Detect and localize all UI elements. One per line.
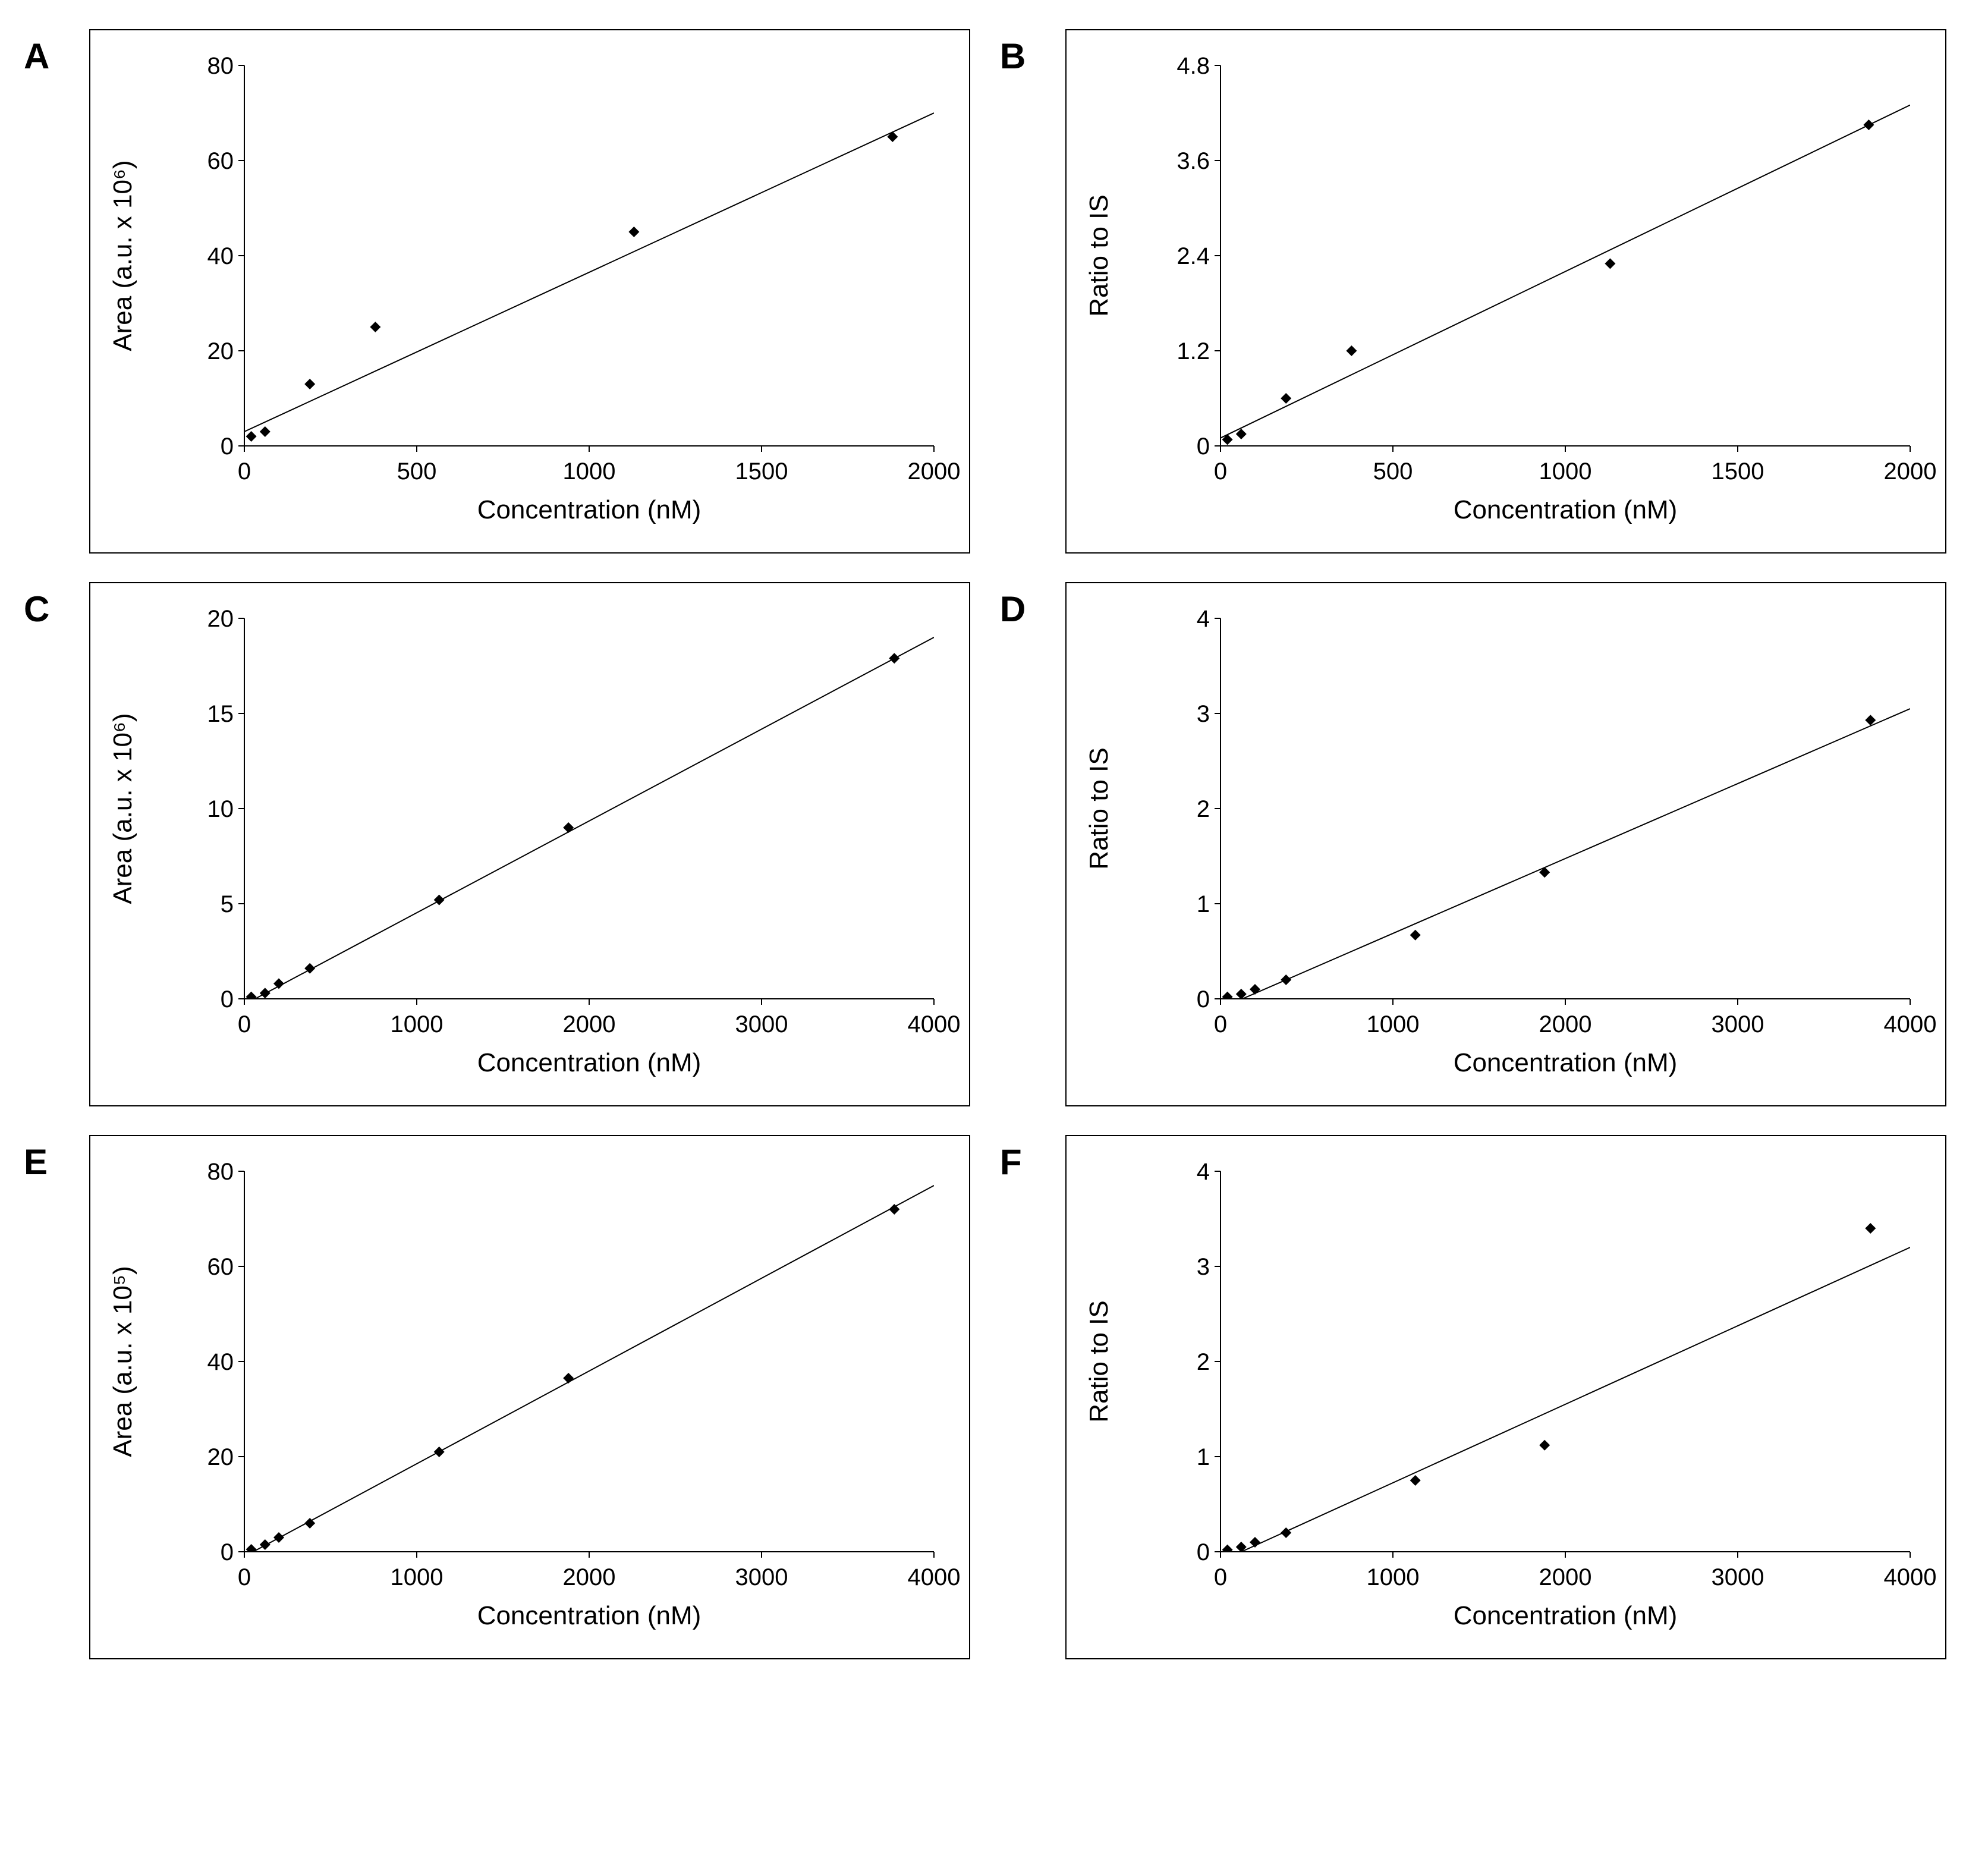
y-tick-label: 5	[221, 891, 234, 917]
y-tick-label: 3.6	[1177, 148, 1210, 174]
y-tick-label: 4.8	[1177, 53, 1210, 79]
x-tick-label: 4000	[1884, 1011, 1937, 1037]
x-axis-label: Concentration (nM)	[477, 495, 702, 524]
x-tick-label: 2000	[563, 1564, 616, 1590]
y-tick-label: 2.4	[1177, 243, 1210, 269]
chart-border	[1066, 583, 1946, 1106]
chart-border	[90, 30, 970, 553]
y-tick-label: 0	[221, 986, 234, 1013]
y-tick-label: 40	[207, 243, 234, 269]
chart-e: 0 1000 2000 3000 4000 0 20 40 60 80 Concentration …	[71, 1130, 988, 1665]
x-tick-label: 1000	[1367, 1011, 1420, 1037]
x-tick-label: 0	[1214, 1564, 1227, 1590]
y-tick-label: 3	[1197, 1254, 1210, 1280]
x-tick-label: 1000	[391, 1564, 443, 1590]
panel-label-e: E	[24, 1130, 59, 1665]
y-axis-label: Ratio to IS	[1084, 747, 1113, 869]
y-tick-label: 0	[1197, 986, 1210, 1013]
chart-border	[1066, 1136, 1946, 1659]
figure-grid: A0500100015002000020406080Concentration …	[0, 0, 1988, 1689]
panel-label-f: F	[1000, 1130, 1036, 1665]
y-tick-label: 2	[1197, 796, 1210, 822]
x-axis-label: Concentration (nM)	[1454, 495, 1678, 524]
y-axis-label: Area (a.u. x 10⁶)	[108, 160, 137, 351]
y-tick-label: 0	[1197, 433, 1210, 460]
y-tick-label: 1.2	[1177, 338, 1210, 364]
y-tick-label: 10	[207, 796, 234, 822]
chart-border	[1066, 30, 1946, 553]
x-tick-label: 1000	[1367, 1564, 1420, 1590]
y-tick-label: 15	[207, 701, 234, 727]
y-axis-label: Area (a.u. x 10⁶)	[108, 713, 137, 904]
chart-d: 0 1000 2000 3000 4000 0 1 2 3 4 Concentration (nM)…	[1048, 577, 1964, 1112]
panel-label-b: B	[1000, 24, 1036, 559]
x-tick-label: 2000	[1539, 1011, 1592, 1037]
x-tick-label: 0	[238, 1564, 251, 1590]
y-tick-label: 80	[207, 1159, 234, 1185]
x-tick-label: 0	[238, 458, 251, 485]
x-tick-label: 3000	[735, 1011, 788, 1037]
y-tick-label: 20	[207, 606, 234, 632]
chart-b: 0 500 1000 1500 2000 0 1.2 2.4 3.6 4.8 Concentrati…	[1048, 24, 1964, 559]
panel-label-c: C	[24, 577, 59, 1112]
y-tick-label: 2	[1197, 1349, 1210, 1375]
y-tick-label: 3	[1197, 701, 1210, 727]
x-tick-label: 2000	[1539, 1564, 1592, 1590]
x-axis-label: Concentration (nM)	[1454, 1048, 1678, 1077]
x-tick-label: 3000	[1712, 1564, 1764, 1590]
y-tick-label: 0	[221, 433, 234, 460]
x-tick-label: 0	[1214, 458, 1227, 485]
x-tick-label: 3000	[735, 1564, 788, 1590]
y-tick-label: 20	[207, 1444, 234, 1470]
panel-label-d: D	[1000, 577, 1036, 1112]
x-tick-label: 3000	[1712, 1011, 1764, 1037]
x-tick-label: 500	[1373, 458, 1413, 485]
x-tick-label: 1500	[735, 458, 788, 485]
x-tick-label: 0	[238, 1011, 251, 1037]
chart-border	[90, 583, 970, 1106]
x-tick-label: 500	[397, 458, 437, 485]
x-tick-label: 2000	[563, 1011, 616, 1037]
y-tick-label: 60	[207, 148, 234, 174]
x-tick-label: 1000	[563, 458, 616, 485]
y-tick-label: 0	[221, 1539, 234, 1565]
x-axis-label: Concentration (nM)	[1454, 1601, 1678, 1630]
y-axis-label: Ratio to IS	[1084, 1300, 1113, 1422]
y-axis-label: Area (a.u. x 10⁵)	[108, 1266, 137, 1457]
y-tick-label: 0	[1197, 1539, 1210, 1565]
x-axis-label: Concentration (nM)	[477, 1601, 702, 1630]
chart-a: 0 500 1000 1500 2000 0 20 40 60 80 Concentration (…	[71, 24, 988, 559]
y-tick-label: 4	[1197, 606, 1210, 632]
y-tick-label: 40	[207, 1349, 234, 1375]
x-axis-label: Concentration (nM)	[477, 1048, 702, 1077]
x-tick-label: 1000	[391, 1011, 443, 1037]
x-tick-label: 4000	[908, 1011, 961, 1037]
panel-label-a: A	[24, 24, 59, 559]
y-axis-label: Ratio to IS	[1084, 194, 1113, 316]
y-tick-label: 1	[1197, 891, 1210, 917]
x-tick-label: 1000	[1539, 458, 1592, 485]
x-tick-label: 4000	[908, 1564, 961, 1590]
x-tick-label: 0	[1214, 1011, 1227, 1037]
x-tick-label: 2000	[908, 458, 961, 485]
x-tick-label: 4000	[1884, 1564, 1937, 1590]
y-tick-label: 60	[207, 1254, 234, 1280]
chart-f: 0 1000 2000 3000 4000 0 1 2 3 4 Concentration (nM)…	[1048, 1130, 1964, 1665]
x-tick-label: 1500	[1712, 458, 1764, 485]
y-tick-label: 80	[207, 53, 234, 79]
y-tick-label: 20	[207, 338, 234, 364]
y-tick-label: 4	[1197, 1159, 1210, 1185]
chart-c: 0 1000 2000 3000 4000 0 5 10 15 20 Concentration (…	[71, 577, 988, 1112]
y-tick-label: 1	[1197, 1444, 1210, 1470]
chart-border	[90, 1136, 970, 1659]
x-tick-label: 2000	[1884, 458, 1937, 485]
